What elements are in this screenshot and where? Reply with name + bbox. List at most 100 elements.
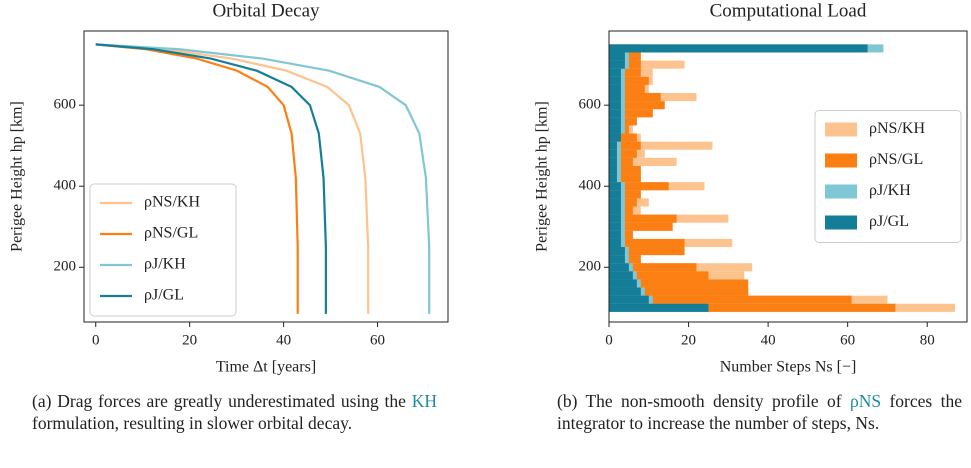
bar <box>609 76 621 85</box>
legend-swatch <box>825 184 857 199</box>
legend-label: ρNS/GL <box>144 225 198 242</box>
bar <box>609 93 621 102</box>
bar <box>609 117 621 126</box>
bar <box>609 279 637 288</box>
bar <box>609 84 645 94</box>
bar <box>609 141 641 150</box>
caption-text: formulation, resulting in slower orbital… <box>32 413 353 433</box>
bar <box>609 230 621 239</box>
x-tick-label: 40 <box>761 332 776 348</box>
caption-text: (b) The non-smooth density profile of <box>557 391 850 411</box>
bar <box>609 206 621 215</box>
bar <box>609 295 852 304</box>
bar <box>609 165 617 175</box>
bar <box>609 222 673 231</box>
charts: Orbital Decay Time Δt [years] Perigee Heig… <box>9 0 968 376</box>
bar <box>609 214 621 223</box>
bar <box>609 287 749 296</box>
y-axis-label: Perigee Height hp [km] <box>9 101 26 252</box>
legend-label: ρNS/KH <box>869 120 925 137</box>
caption-text: (a) Drag forces are greatly underestimat… <box>32 391 412 411</box>
bar <box>609 149 637 158</box>
bar <box>609 271 709 280</box>
bar <box>609 68 621 77</box>
x-tick-label: 60 <box>370 332 385 348</box>
bar <box>609 255 625 264</box>
bar <box>609 247 685 256</box>
line <box>95 43 327 314</box>
y-axis-label: Perigee Height hp [km] <box>534 101 551 252</box>
legend-label: ρNS/GL <box>869 151 923 168</box>
line <box>95 43 299 314</box>
bar <box>609 60 625 69</box>
bar <box>609 133 621 142</box>
bar <box>609 165 641 175</box>
bar <box>609 84 621 94</box>
bar <box>609 141 713 150</box>
caption-a: (a) Drag forces are greatly underestimat… <box>32 390 437 434</box>
bar <box>609 198 621 207</box>
x-tick-label: 60 <box>840 332 855 348</box>
axes-frame <box>83 30 449 323</box>
bar <box>609 303 896 312</box>
legend-label: ρJ/GL <box>144 287 184 304</box>
legend-label: ρJ/GL <box>869 213 909 230</box>
bar <box>609 238 621 248</box>
bar <box>609 174 641 183</box>
bar <box>609 76 649 85</box>
legend-box <box>814 110 962 243</box>
x-tick-label: 0 <box>605 332 613 348</box>
x-tick-label: 20 <box>681 332 696 348</box>
bar <box>609 174 617 183</box>
bar <box>609 303 709 312</box>
caption-b: (b) The non-smooth density profile of ρN… <box>557 390 962 434</box>
line <box>95 43 431 314</box>
chart-title: Computational Load <box>710 0 867 21</box>
bar <box>609 214 677 223</box>
bar <box>609 238 685 248</box>
bar <box>609 101 621 110</box>
bar <box>609 101 665 110</box>
x-tick-label: 80 <box>920 332 935 348</box>
bar <box>609 93 661 102</box>
bar <box>609 157 617 166</box>
legend-label: ρNS/KH <box>144 194 200 211</box>
legend-box <box>89 183 237 317</box>
x-axis-label: Number Steps Ns [−] <box>720 359 857 376</box>
caption-highlight: ρNS <box>849 391 882 411</box>
y-tick-label: 200 <box>54 259 77 275</box>
bar <box>609 190 621 199</box>
legend-label: ρJ/KH <box>869 182 911 199</box>
bar <box>609 182 621 191</box>
bar <box>609 109 621 118</box>
y-tick-label: 400 <box>579 178 602 194</box>
y-tick-label: 600 <box>54 97 77 113</box>
legend-swatch <box>825 215 857 230</box>
bar <box>609 109 653 118</box>
caption-highlight: KH <box>411 391 437 411</box>
x-tick-label: 20 <box>182 332 197 348</box>
axes-frame <box>608 30 968 323</box>
bar <box>609 182 669 191</box>
bar <box>609 44 868 53</box>
bar <box>609 263 629 272</box>
bar <box>609 279 749 288</box>
caption-text: forces the integrator to increase the nu… <box>557 391 962 433</box>
bar <box>609 141 617 150</box>
y-tick-label: 600 <box>579 97 602 113</box>
x-tick-label: 0 <box>92 332 100 348</box>
bar <box>609 271 633 280</box>
bar <box>609 247 625 256</box>
plot-area <box>609 44 956 312</box>
x-tick-label: 40 <box>276 332 291 348</box>
legend-label: ρJ/KH <box>144 256 186 273</box>
bar <box>609 287 641 296</box>
x-axis-label: Time Δt [years] <box>216 359 316 376</box>
bar <box>609 52 625 61</box>
y-tick-label: 200 <box>579 259 602 275</box>
bar <box>609 263 697 272</box>
bar <box>609 295 649 304</box>
legend-swatch <box>825 122 857 137</box>
plot-area <box>95 43 431 314</box>
